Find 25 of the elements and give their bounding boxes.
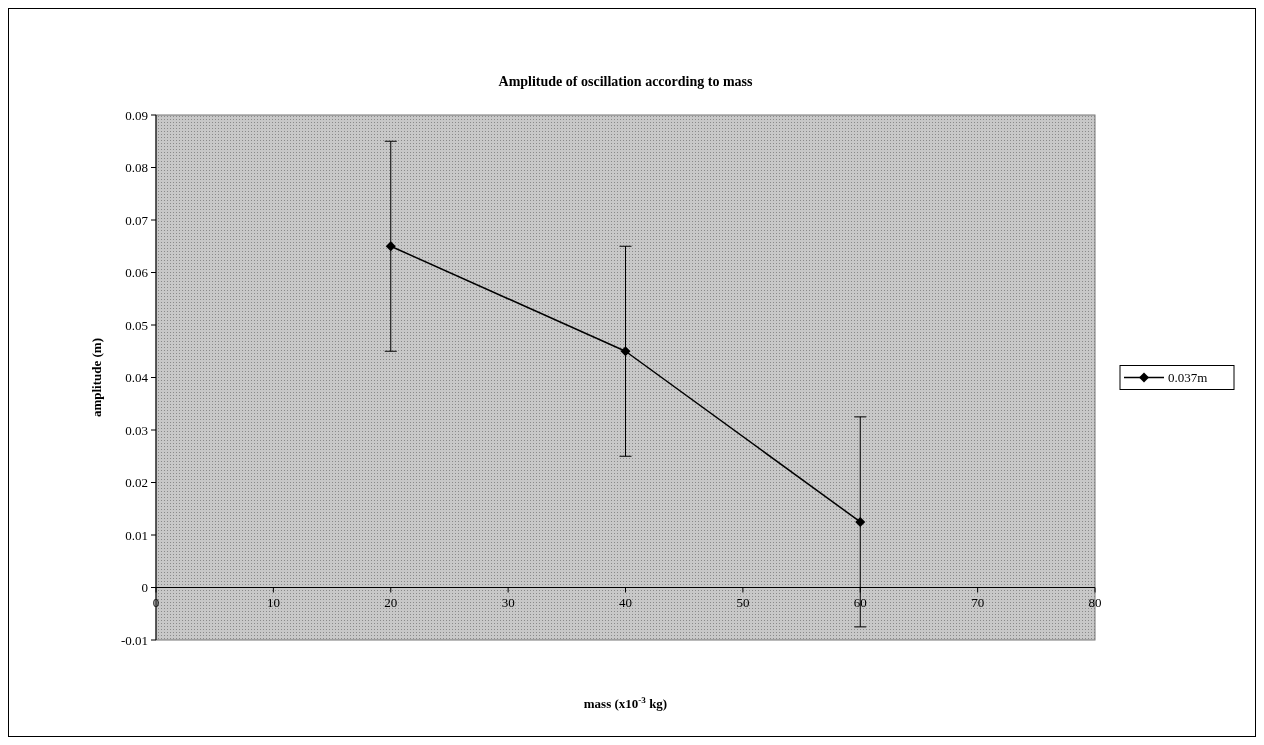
y-tick-label: 0.07 <box>125 212 149 228</box>
y-tick-label: 0 <box>141 580 148 596</box>
y-tick-label: 0.09 <box>125 107 148 123</box>
y-tick-label: 0.06 <box>125 265 149 281</box>
x-tick-label: 80 <box>1088 594 1102 610</box>
y-tick-label: 0.01 <box>125 527 148 543</box>
x-tick-label: 10 <box>266 594 280 610</box>
y-tick-label: 0.05 <box>125 317 148 333</box>
x-axis-title: mass (x10$^{-3}$ kg) <box>583 695 668 711</box>
x-tick-label: 50 <box>736 594 750 610</box>
y-tick-label: 0.08 <box>125 160 148 176</box>
y-tick-label: -0.01 <box>120 632 148 648</box>
y-tick-label: 0.02 <box>125 475 148 491</box>
x-tick-label: 70 <box>971 594 985 610</box>
legend-label: 0.037m <box>1168 370 1208 386</box>
point <box>620 346 631 357</box>
y-axis-title: amplitude (m) <box>89 337 104 418</box>
point <box>855 516 866 527</box>
point <box>385 241 396 252</box>
y-tick-label: 0.03 <box>125 422 148 438</box>
x-tick-label: 30 <box>501 594 515 610</box>
x-tick-label: 40 <box>619 594 632 610</box>
x-tick-label: 20 <box>384 594 398 610</box>
y-tick-label: 0.04 <box>125 370 149 386</box>
chart-title: Amplitude of oscillation according to mass <box>498 74 754 89</box>
